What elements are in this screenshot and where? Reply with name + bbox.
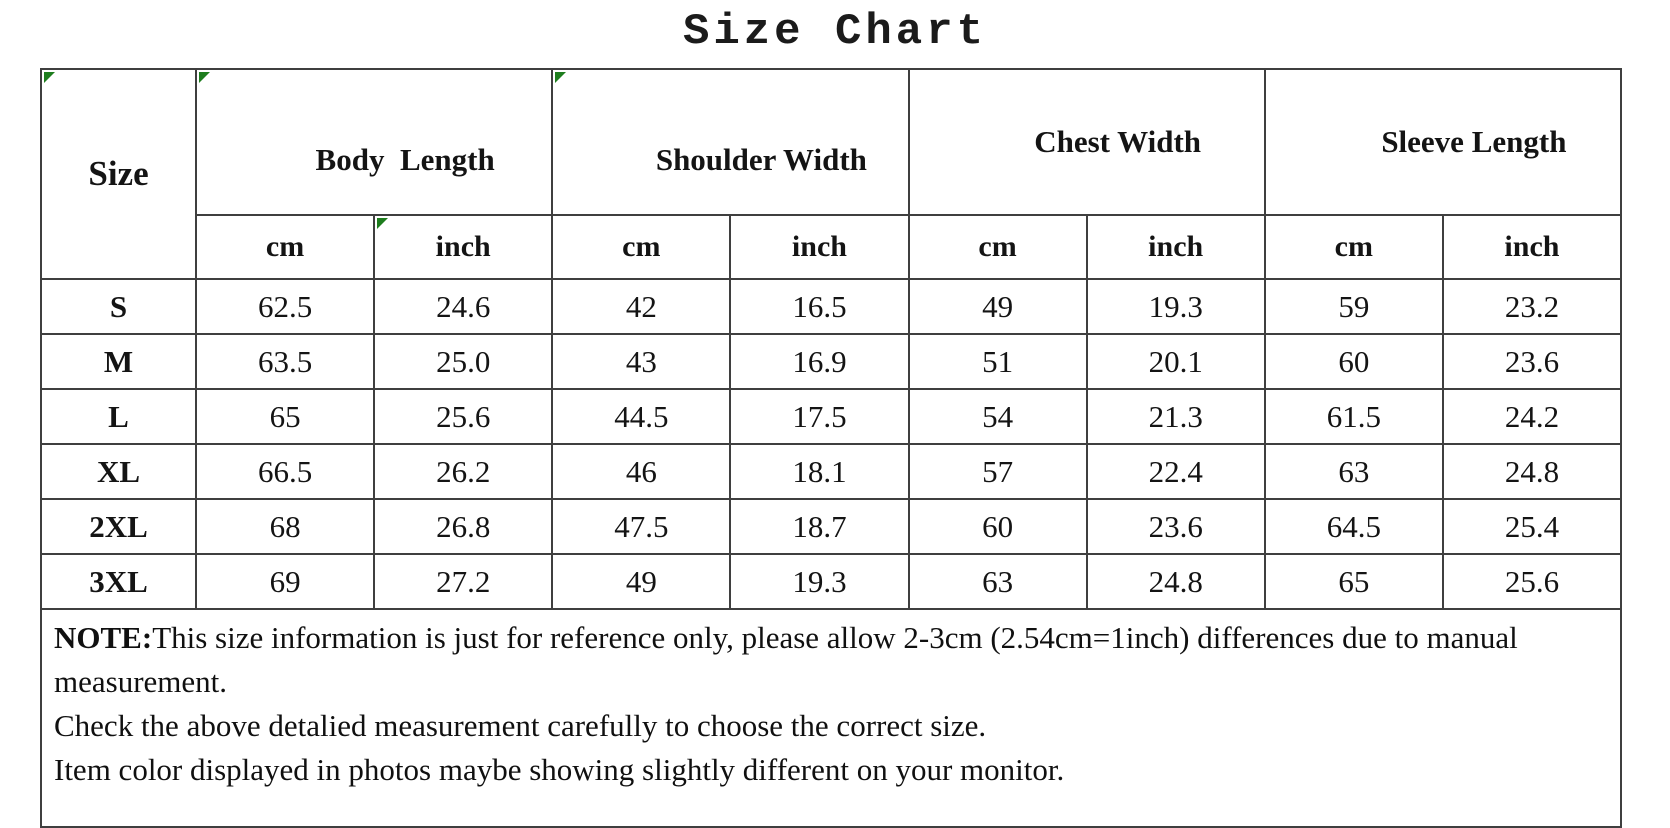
data-cell: 19.3	[729, 553, 910, 610]
group-label: Chest Width	[1034, 124, 1202, 159]
data-cell: 23.6	[1441, 333, 1623, 390]
table-row-xl: XL 66.5 26.2 46 18.1 57 22.4 63 24.8	[40, 443, 1623, 500]
column-group-chest-width: Chest Width	[907, 68, 1266, 216]
data-cell: 63	[907, 553, 1088, 610]
data-cell: 63.5	[194, 333, 376, 390]
data-cell: 43	[551, 333, 732, 390]
data-cell: 25.6	[1441, 553, 1623, 610]
group-label: Body Length	[315, 142, 495, 177]
data-cell: 23.2	[1441, 278, 1623, 335]
data-cell: 23.6	[1085, 498, 1266, 555]
data-cell: 16.9	[729, 333, 910, 390]
data-cell: 18.7	[729, 498, 910, 555]
data-cell: 22.4	[1085, 443, 1266, 500]
column-group-sleeve-length: Sleeve Length	[1263, 68, 1623, 216]
data-cell: 64.5	[1263, 498, 1444, 555]
unit-label: inch	[435, 230, 491, 263]
group-header-row: Size Body Length Shoulder Width Chest Wi…	[40, 68, 1623, 280]
note-label: NOTE:	[54, 620, 153, 655]
cell-corner-marker-icon	[377, 218, 389, 229]
data-cell: 63	[1263, 443, 1444, 500]
data-cell: 24.6	[373, 278, 554, 335]
unit-header-row: cm inch cm inch cm inch cm inch	[41, 214, 1623, 280]
data-cell: 44.5	[551, 388, 732, 445]
size-label: L	[40, 388, 197, 445]
size-label: S	[40, 278, 197, 335]
data-cell: 25.6	[373, 388, 554, 445]
cell-corner-marker-icon	[555, 72, 567, 83]
data-cell: 47.5	[551, 498, 732, 555]
size-label: 3XL	[40, 553, 197, 610]
size-column-header: Size	[40, 68, 197, 280]
data-cell: 26.2	[373, 443, 554, 500]
table-header: Size Body Length Shoulder Width Chest Wi…	[40, 68, 1623, 280]
data-cell: 42	[551, 278, 732, 335]
data-cell: 17.5	[729, 388, 910, 445]
cell-corner-marker-icon	[199, 72, 210, 83]
table-body: S 62.5 24.6 42 16.5 49 19.3 59 23.2 M 63…	[40, 278, 1623, 610]
data-cell: 60	[907, 498, 1088, 555]
size-chart-table: Size Body Length Shoulder Width Chest Wi…	[40, 68, 1623, 610]
column-group-shoulder-width: Shoulder Width	[551, 68, 910, 216]
table-row-3xl: 3XL 69 27.2 49 19.3 63 24.8 65 25.6	[40, 553, 1623, 610]
data-cell: 16.5	[729, 278, 910, 335]
data-cell: 68	[194, 498, 376, 555]
data-cell: 62.5	[194, 278, 376, 335]
size-header-label: Size	[88, 154, 149, 193]
data-cell: 24.8	[1085, 553, 1266, 610]
data-cell: 49	[551, 553, 732, 610]
data-cell: 21.3	[1085, 388, 1266, 445]
data-cell: 20.1	[1085, 333, 1266, 390]
group-label: Shoulder Width	[655, 142, 867, 177]
data-cell: 24.2	[1441, 388, 1623, 445]
data-cell: 57	[907, 443, 1088, 500]
table-row-l: L 65 25.6 44.5 17.5 54 21.3 61.5 24.2	[40, 388, 1623, 445]
data-cell: 25.4	[1441, 498, 1623, 555]
data-cell: 61.5	[1263, 388, 1444, 445]
data-cell: 51	[907, 333, 1088, 390]
table-row-2xl: 2XL 68 26.8 47.5 18.7 60 23.6 64.5 25.4	[40, 498, 1623, 555]
column-group-body-length: Body Length	[194, 68, 554, 216]
unit-header-cm: cm	[907, 214, 1088, 280]
page-title: Size Chart	[682, 7, 988, 57]
data-cell: 19.3	[1085, 278, 1266, 335]
unit-header-cm: cm	[1263, 214, 1444, 280]
note-line-2: Check the above detalied measurement car…	[54, 708, 987, 743]
data-cell: 54	[907, 388, 1088, 445]
data-cell: 25.0	[373, 333, 554, 390]
data-cell: 66.5	[194, 443, 376, 500]
unit-header-inch: inch	[1441, 214, 1623, 280]
data-cell: 69	[194, 553, 376, 610]
data-cell: 49	[907, 278, 1088, 335]
data-cell: 46	[551, 443, 732, 500]
data-cell: 60	[1263, 333, 1444, 390]
unit-header-cm: cm	[194, 214, 376, 280]
data-cell: 27.2	[373, 553, 554, 610]
table-row-s: S 62.5 24.6 42 16.5 49 19.3 59 23.2	[40, 278, 1623, 335]
unit-header-cm: cm	[551, 214, 732, 280]
note-line-1: NOTE:This size information is just for r…	[54, 616, 1608, 704]
size-label: XL	[40, 443, 197, 500]
note-box: NOTE:This size information is just for r…	[40, 608, 1622, 828]
group-label: Sleeve Length	[1381, 124, 1567, 159]
unit-header-inch: inch	[1085, 214, 1266, 280]
size-label: M	[40, 333, 197, 390]
cell-corner-marker-icon	[44, 72, 55, 83]
data-cell: 59	[1263, 278, 1444, 335]
data-cell: 26.8	[373, 498, 554, 555]
data-cell: 24.8	[1441, 443, 1623, 500]
data-cell: 65	[194, 388, 376, 445]
data-cell: 65	[1263, 553, 1444, 610]
size-label: 2XL	[40, 498, 197, 555]
unit-header-inch: inch	[373, 214, 554, 280]
table-row-m: M 63.5 25.0 43 16.9 51 20.1 60 23.6	[40, 333, 1623, 390]
note-line-3: Item color displayed in photos maybe sho…	[54, 752, 1065, 787]
data-cell: 18.1	[729, 443, 910, 500]
note-text-1: This size information is just for refere…	[54, 620, 1518, 699]
unit-header-inch: inch	[729, 214, 910, 280]
